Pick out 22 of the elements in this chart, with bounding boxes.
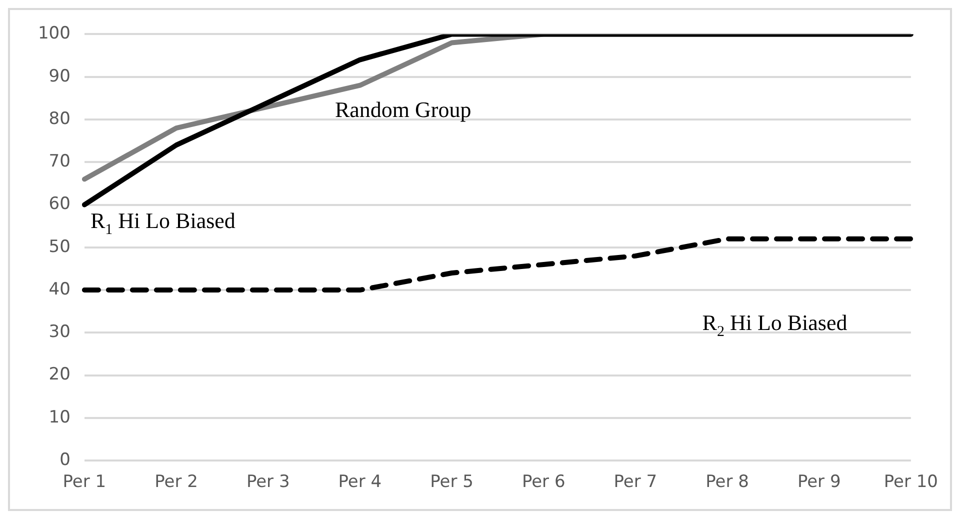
x-tick-label: Per 5	[430, 472, 474, 492]
y-tick-label: 70	[48, 152, 70, 172]
y-tick-label: 50	[48, 236, 70, 257]
y-tick-label: 0	[60, 450, 70, 470]
x-tick-label: Per 7	[614, 472, 658, 492]
y-tick-label: 20	[48, 364, 70, 385]
x-tick-label: Per 1	[62, 472, 106, 492]
series-label: Random Group	[334, 96, 472, 122]
x-tick-label: Per 8	[706, 472, 749, 492]
x-tick-label: Per 9	[797, 472, 841, 492]
y-tick-label: 80	[48, 108, 70, 129]
x-tick-label: Per 6	[522, 472, 566, 492]
y-tick-label: 40	[48, 279, 70, 300]
y-tick-label: 10	[48, 407, 70, 428]
x-tick-label: Per 2	[154, 472, 198, 492]
y-tick-label: 100	[38, 24, 70, 44]
y-tick-label: 60	[48, 194, 70, 214]
x-tick-label: Per 3	[246, 472, 290, 492]
x-tick-label: Per 10	[884, 472, 938, 492]
x-tick-label: Per 4	[338, 472, 382, 492]
y-tick-label: 30	[48, 322, 70, 342]
y-tick-label: 90	[48, 66, 70, 86]
